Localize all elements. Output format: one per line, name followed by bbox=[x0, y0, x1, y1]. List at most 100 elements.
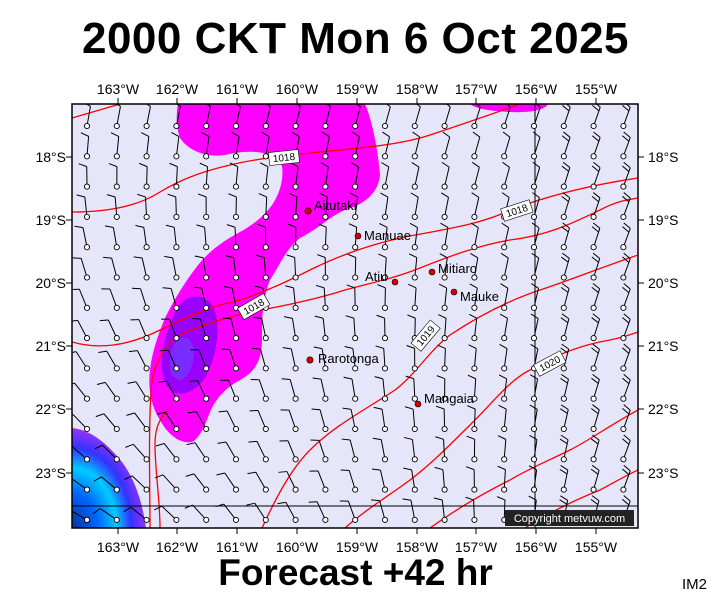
wind-barb bbox=[560, 313, 570, 342]
wind-barb-staff bbox=[504, 348, 508, 366]
wind-barb-feather bbox=[502, 161, 510, 168]
wind-barb bbox=[283, 316, 299, 342]
wind-barb-staff bbox=[206, 106, 211, 124]
wind-barb-station bbox=[203, 213, 210, 220]
wind-barb-feather bbox=[95, 413, 105, 418]
wind-barb-station bbox=[381, 365, 389, 372]
wind-barb bbox=[72, 288, 91, 311]
wind-barb-staff bbox=[116, 136, 120, 154]
wind-barb bbox=[559, 465, 569, 493]
wind-barb-staff bbox=[226, 410, 236, 427]
wind-barb-station bbox=[173, 395, 180, 402]
wind-barb-feather bbox=[379, 223, 388, 228]
wind-barb-station bbox=[381, 395, 389, 402]
wind-barb-feather bbox=[529, 434, 538, 440]
wind-barb-staff bbox=[355, 106, 361, 124]
wind-barb-station bbox=[232, 122, 240, 130]
wind-barb-feather bbox=[593, 131, 601, 138]
wind-barb bbox=[125, 443, 150, 463]
wind-barb-staff bbox=[161, 505, 175, 519]
wind-barb-station bbox=[620, 183, 627, 190]
wind-barb-staff bbox=[198, 349, 206, 367]
wind-barb bbox=[72, 382, 91, 402]
wind-barb-station bbox=[352, 122, 359, 130]
wind-barb-station bbox=[143, 425, 150, 433]
wind-barb-station bbox=[411, 365, 418, 372]
wind-barb-feather bbox=[377, 284, 386, 289]
wind-barb bbox=[590, 252, 601, 281]
wind-barb bbox=[313, 346, 329, 372]
wind-barb-feather bbox=[374, 376, 384, 380]
wind-barb bbox=[467, 405, 478, 433]
wind-barb-station bbox=[203, 183, 210, 190]
wind-barb-feather bbox=[345, 315, 355, 319]
wind-barb-station bbox=[441, 425, 448, 433]
wind-barb-feather bbox=[529, 374, 538, 380]
wind-barb-staff bbox=[295, 166, 299, 185]
wind-barb-station bbox=[262, 274, 269, 281]
wind-barb-staff bbox=[503, 409, 507, 427]
wind-barb-station bbox=[411, 486, 418, 493]
wind-barb-staff bbox=[534, 348, 539, 366]
wind-barb-staff bbox=[623, 228, 631, 245]
wind-barb-feather bbox=[436, 375, 445, 380]
wind-barb bbox=[404, 406, 418, 433]
wind-barb bbox=[164, 255, 180, 281]
wind-barb-station bbox=[113, 244, 120, 251]
wind-barb bbox=[260, 162, 269, 190]
wind-barb-staff bbox=[474, 287, 478, 306]
wind-barb-staff bbox=[72, 478, 86, 489]
wind-barb-station bbox=[143, 365, 150, 372]
wind-barb-staff bbox=[533, 409, 538, 427]
wind-barb-station bbox=[411, 244, 418, 251]
wind-barb bbox=[248, 440, 269, 463]
wind-barb bbox=[471, 192, 480, 220]
wind-barb-staff bbox=[260, 348, 266, 367]
wind-barb-station bbox=[381, 304, 389, 311]
wind-barb-staff bbox=[265, 166, 269, 185]
lon-label-bottom: 156°W bbox=[515, 539, 558, 555]
wind-barb-staff bbox=[204, 227, 207, 245]
wind-barb-feather bbox=[94, 444, 103, 450]
place-marker-manuae bbox=[354, 232, 362, 240]
wind-barb-staff bbox=[141, 257, 147, 276]
wind-barb-station bbox=[352, 274, 359, 281]
wind-barb-staff bbox=[290, 348, 296, 366]
wind-barb-feather bbox=[622, 195, 630, 203]
wind-barb-station bbox=[232, 183, 240, 190]
wind-barb-feather bbox=[530, 313, 539, 319]
wind-barb-station bbox=[173, 425, 180, 433]
wind-barb-staff bbox=[444, 318, 447, 336]
wind-barb-feather bbox=[407, 314, 416, 319]
wind-barb-feather bbox=[372, 437, 382, 441]
wind-barb-feather bbox=[591, 377, 599, 384]
wind-barb-station bbox=[292, 365, 299, 372]
wind-barb-staff bbox=[503, 439, 507, 457]
lon-label-bottom: 155°W bbox=[575, 539, 618, 555]
wind-barb bbox=[438, 314, 448, 342]
wind-barb-station bbox=[620, 213, 627, 220]
wind-barb-staff bbox=[534, 197, 540, 215]
wind-barb-station bbox=[83, 274, 91, 281]
wind-barb-feather bbox=[469, 283, 478, 289]
wind-barb bbox=[262, 104, 271, 130]
wind-barb-station bbox=[292, 304, 299, 311]
wind-barb-staff bbox=[474, 348, 477, 366]
wind-barb-feather bbox=[412, 131, 420, 138]
wind-barb bbox=[201, 131, 210, 160]
wind-barb bbox=[310, 439, 329, 463]
wind-barb-staff bbox=[593, 167, 601, 185]
wind-barb-staff bbox=[384, 166, 390, 185]
wind-barb-station bbox=[530, 456, 538, 463]
wind-barb-staff bbox=[169, 319, 176, 336]
wind-barb-feather bbox=[622, 286, 630, 294]
wind-barb bbox=[159, 349, 180, 372]
wind-barb-staff bbox=[347, 500, 355, 518]
wind-barb-feather bbox=[346, 284, 355, 289]
wind-barb-station bbox=[530, 183, 538, 190]
wind-barb-station bbox=[113, 304, 120, 311]
wind-barb-station bbox=[203, 304, 210, 311]
wind-barb-staff bbox=[111, 258, 117, 276]
wind-barb-staff bbox=[289, 379, 296, 397]
wind-barb-staff bbox=[413, 378, 416, 397]
